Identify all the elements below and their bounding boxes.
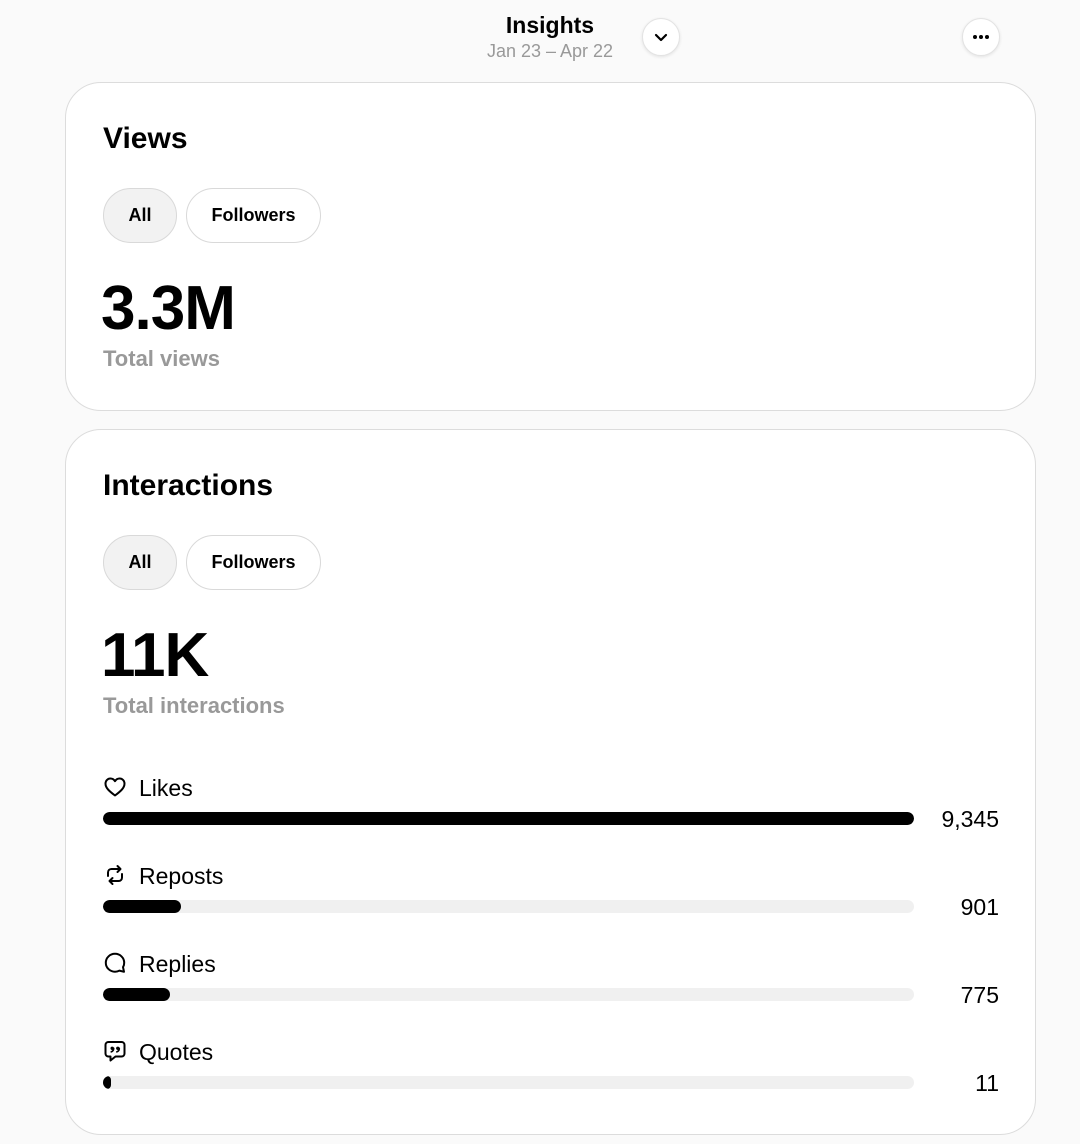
repost-icon — [107, 865, 123, 885]
metric-label: Quotes — [139, 1039, 214, 1065]
heart-icon — [104, 777, 126, 797]
views-title: Views — [103, 122, 188, 155]
interactions-card: Interactions All Followers 11K Total int… — [65, 429, 1036, 1135]
views-filter-all[interactable]: All — [103, 188, 177, 243]
views-card: Views All Followers 3.3M Total views — [65, 82, 1036, 411]
total-views-value: 3.3M — [101, 274, 236, 343]
date-range-dropdown-button[interactable] — [642, 18, 680, 56]
metric-quotes: Quotes 11 — [66, 1039, 1037, 1109]
quote-bubble-icon — [104, 1041, 126, 1062]
metric-label: Likes — [139, 775, 193, 801]
metric-bar-fill — [103, 812, 914, 825]
top-bar: Insights Jan 23 – Apr 22 — [0, 0, 1080, 80]
total-interactions-label: Total interactions — [103, 693, 285, 718]
interactions-filter-followers[interactable]: Followers — [186, 535, 321, 590]
more-options-button[interactable] — [962, 18, 1000, 56]
total-interactions-value: 11K — [101, 621, 209, 690]
metric-reposts: Reposts 901 — [66, 863, 1037, 933]
reply-bubble-icon — [104, 952, 126, 973]
metric-likes: Likes 9,345 — [66, 775, 1037, 845]
metric-label: Replies — [139, 951, 216, 977]
views-filter-followers[interactable]: Followers — [186, 188, 321, 243]
metric-bar-track — [103, 900, 914, 913]
metric-bar-track — [103, 988, 914, 1001]
more-horizontal-icon — [973, 35, 989, 39]
page-title: Insights — [505, 12, 595, 38]
total-views-label: Total views — [103, 346, 220, 371]
interactions-title: Interactions — [103, 469, 274, 502]
metric-bar-track — [103, 1076, 914, 1089]
metric-bar-fill — [103, 988, 171, 1001]
metric-value: 775 — [960, 982, 999, 1008]
metric-bar-track — [103, 812, 914, 825]
metric-value: 11 — [975, 1070, 999, 1096]
metric-replies: Replies 775 — [66, 951, 1037, 1021]
interactions-filter-all[interactable]: All — [103, 535, 177, 590]
date-range: Jan 23 – Apr 22 — [486, 41, 614, 61]
metric-value: 901 — [960, 894, 999, 920]
chevron-down-icon — [654, 33, 668, 42]
metric-bar-fill — [103, 900, 182, 913]
metric-bar-fill — [103, 1076, 112, 1089]
metric-value: 9,345 — [941, 806, 999, 832]
metric-label: Reposts — [139, 863, 224, 889]
